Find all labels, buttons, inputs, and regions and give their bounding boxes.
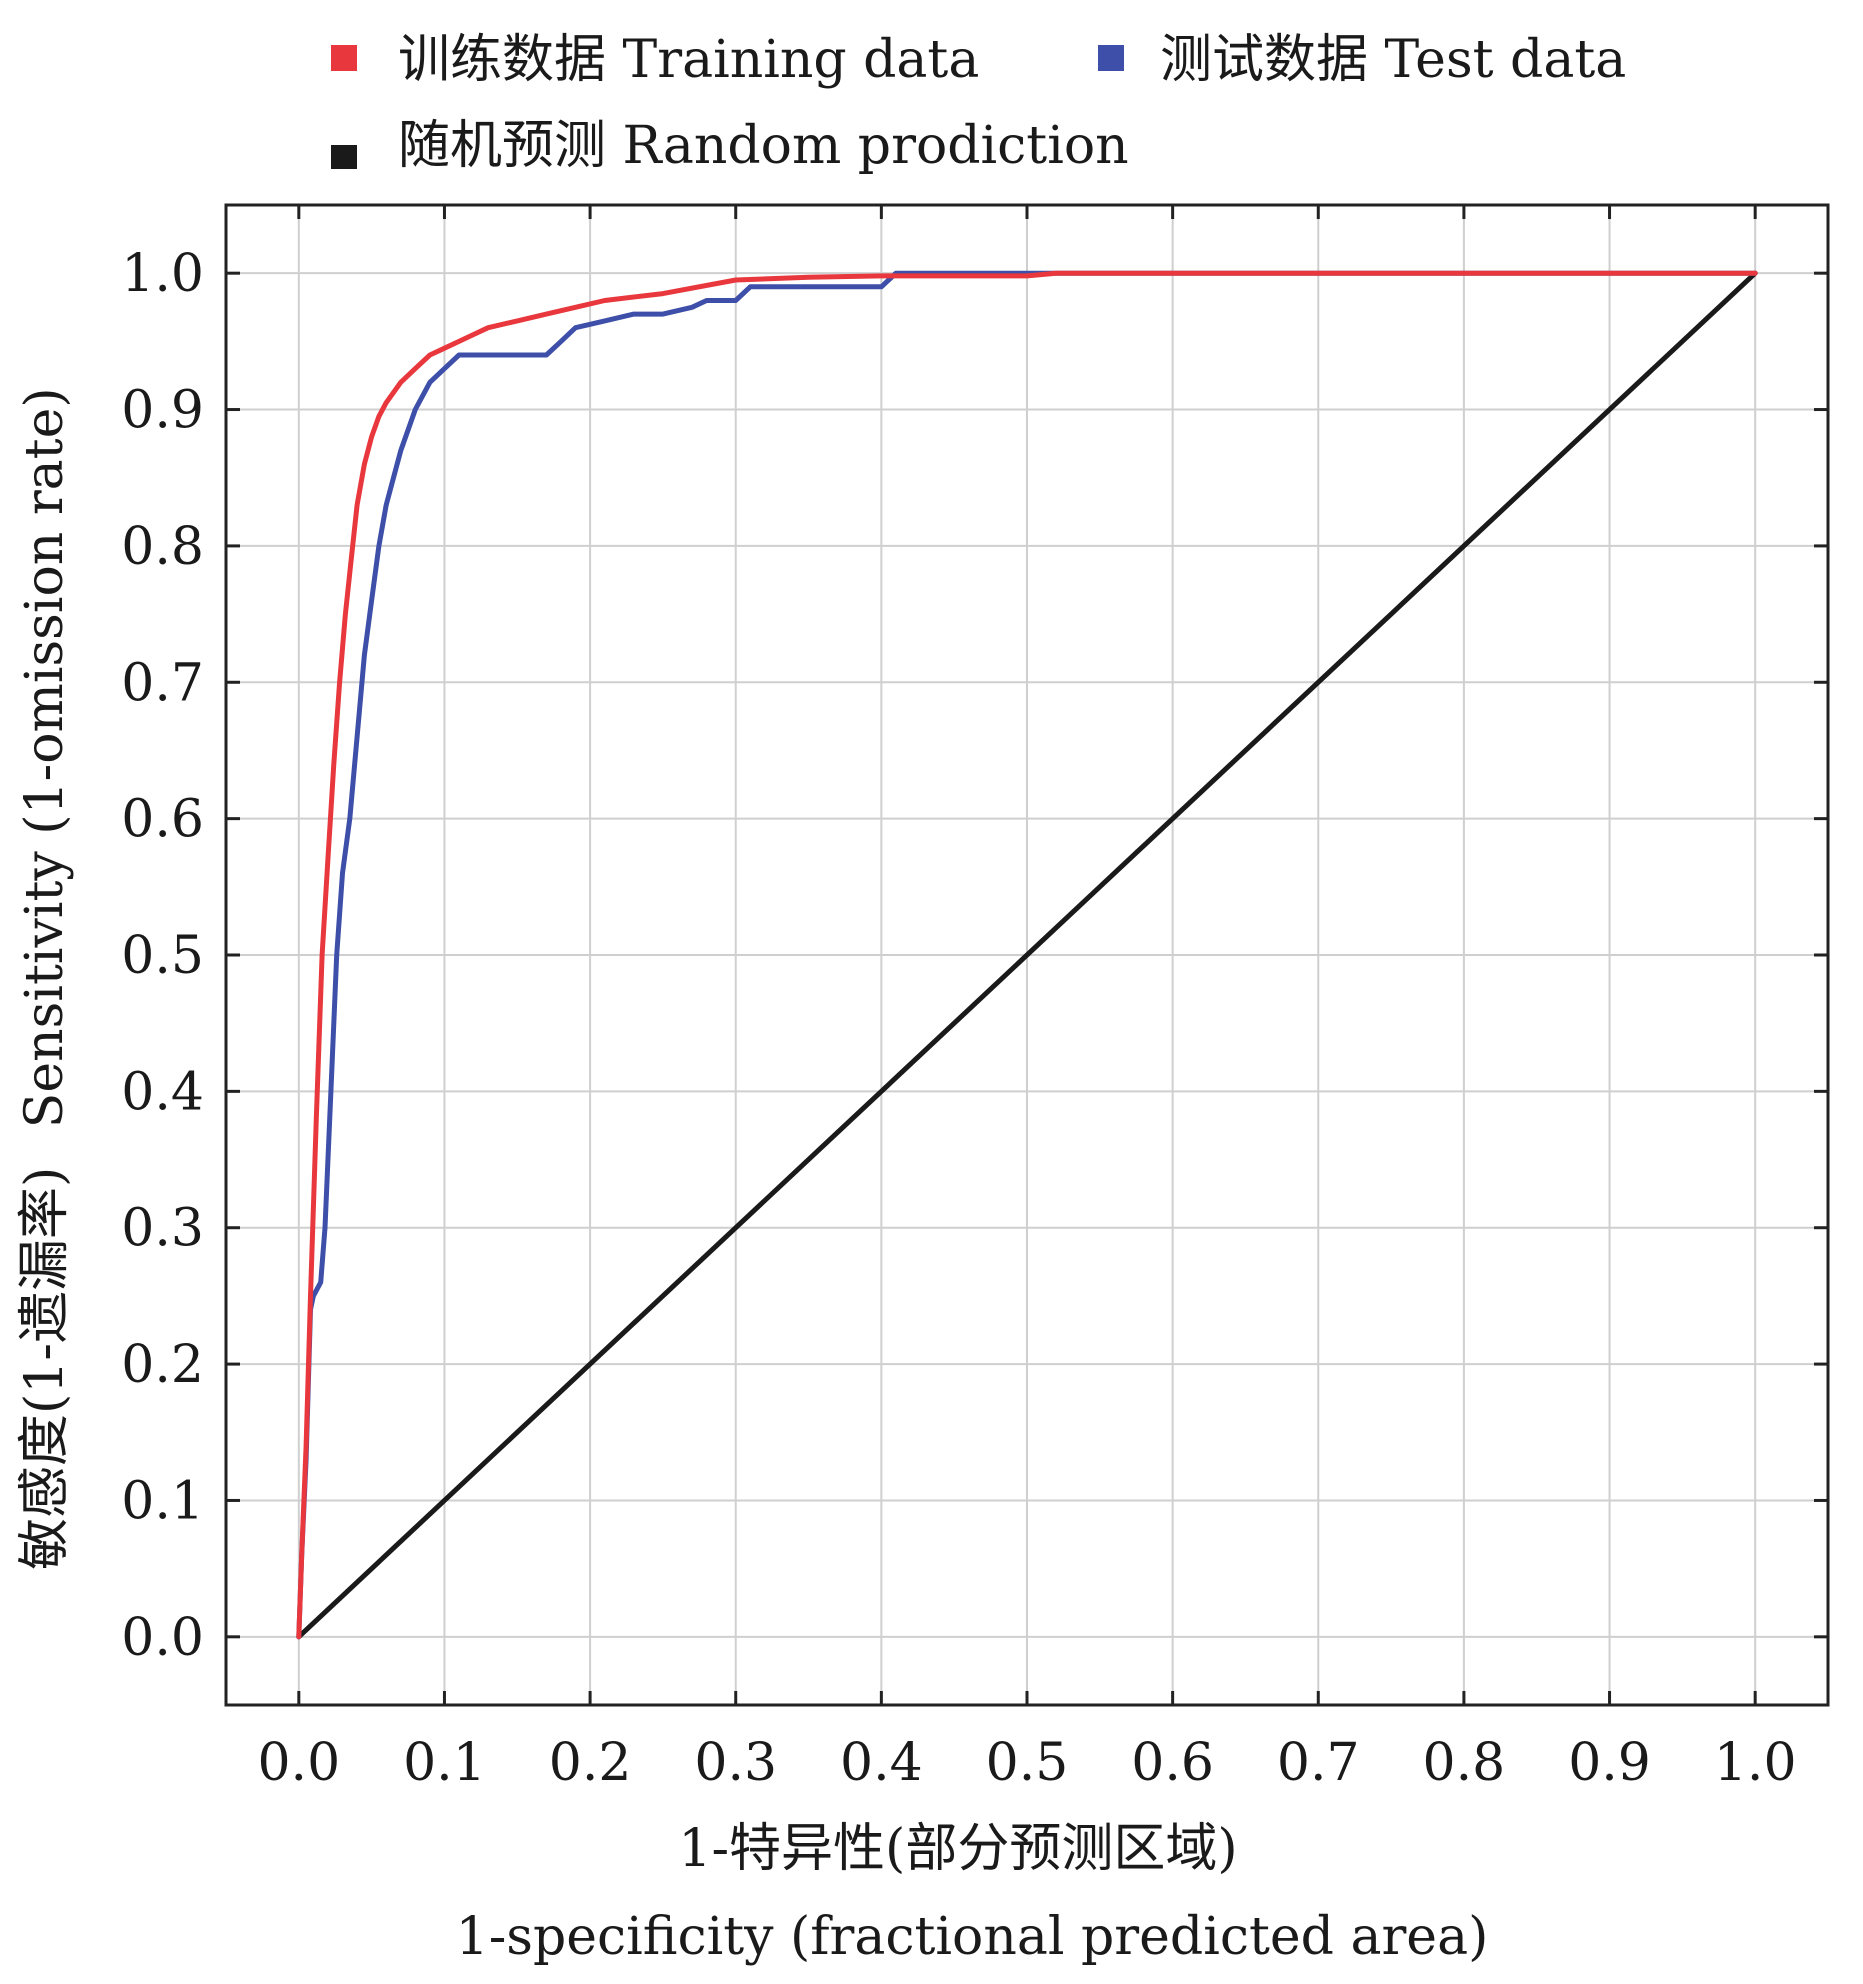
y-tick-label: 0.1 [121,1471,204,1531]
legend-swatch-training [331,45,357,71]
x-tick-labels: 0.0 0.1 0.2 0.3 0.4 0.5 0.6 0.7 0.8 0.9 1.0 [257,1733,1796,1793]
x-tick-label: 0.2 [549,1733,632,1793]
y-tick-label: 1.0 [121,244,204,304]
y-tick-label: 0.7 [121,653,204,713]
series-line-random [296,270,1758,1640]
y-tick-label: 0.2 [121,1335,204,1395]
x-tick-label: 0.5 [986,1733,1069,1793]
x-tick-label: 1.0 [1714,1733,1797,1793]
series-lines [296,270,1758,1640]
y-axis-title-cn: 敏感度(1-遗漏率) [15,1167,75,1570]
x-axis-title-en: 1-specificity (fractional predicted area… [456,1907,1489,1967]
y-tick-label: 0.0 [121,1608,204,1668]
x-tick-label: 0.8 [1423,1733,1506,1793]
legend-swatch-test [1098,45,1124,71]
y-tick-label: 0.8 [121,517,204,577]
y-tick-labels: 0.0 0.1 0.2 0.3 0.4 0.5 0.6 0.7 0.8 0.9 1.0 [121,244,204,1668]
legend: 训练数据 Training data 测试数据 Test data 随机预测 R… [331,30,1626,176]
x-tick-label: 0.6 [1131,1733,1214,1793]
y-axis-title-en: Sensitivity (1-omission rate) [15,387,75,1128]
x-tick-label: 0.7 [1277,1733,1360,1793]
y-tick-label: 0.4 [121,1062,204,1122]
x-tick-label: 0.3 [694,1733,777,1793]
x-tick-label: 0.0 [257,1733,340,1793]
series-line-test [296,270,1758,1640]
y-tick-label: 0.5 [121,926,204,986]
series-line-training [296,270,1758,1640]
legend-label-training: 训练数据 Training data [398,30,979,90]
legend-label-test: 测试数据 Test data [1160,30,1626,90]
x-tick-label: 0.9 [1568,1733,1651,1793]
legend-swatch-random [331,145,357,169]
x-tick-label: 0.1 [403,1733,486,1793]
y-tick-label: 0.9 [121,381,204,441]
y-tick-label: 0.3 [121,1199,204,1259]
y-axis-title: 敏感度(1-遗漏率) Sensitivity (1-omission rate) [15,387,75,1570]
y-tick-label: 0.6 [121,790,204,850]
x-axis-title-cn: 1-特异性(部分预测区域) [678,1819,1237,1879]
tick-marks [226,205,1828,1705]
legend-label-random: 随机预测 Random prodiction [398,116,1129,176]
x-tick-label: 0.4 [840,1733,923,1793]
